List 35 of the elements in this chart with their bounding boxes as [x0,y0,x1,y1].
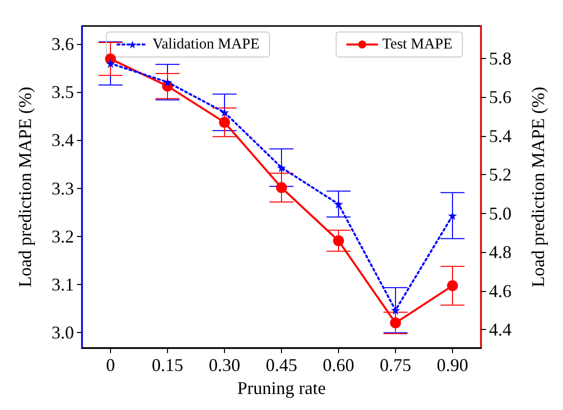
y-tick-label: 3.2 [52,226,74,246]
y-tick-label: 3.3 [52,178,74,198]
point [333,235,344,246]
y-tick-label: 3.4 [52,130,74,150]
point [390,317,401,328]
point [447,280,458,292]
y2-tick-label: 4.6 [489,280,512,301]
y2-tick-label: 5.6 [489,87,512,108]
x-tick-label: 0 [106,355,115,376]
y2-tick-label: 5.2 [489,164,512,185]
y2-tick-label: 5.0 [489,203,512,224]
y2-tick-label: 5.4 [489,126,512,146]
y2-tick-label: 4.4 [489,320,512,340]
x-axis-title: Pruning rate [237,378,326,398]
y2-tick-label: 5.8 [489,48,512,68]
point [276,182,287,194]
point [219,116,230,128]
y2-tick-label: 4.8 [489,242,512,262]
y-tick-label: 3.0 [52,322,74,342]
y2-axis-title: Load prediction MAPE (%) [528,86,548,288]
y-tick-label: 3.6 [52,34,74,54]
point [163,78,172,87]
point [106,58,115,68]
x-tick-label: 0.15 [152,355,184,376]
legend-label: Validation MAPE [152,36,260,52]
x-tick-label: 0.30 [208,355,240,376]
legend-label: Test MAPE [382,36,452,52]
y-tick-label: 3.5 [52,82,74,102]
y-axis-title: Load prediction MAPE (%) [15,86,35,288]
x-tick-label: 0.90 [436,355,468,376]
x-tick-label: 0.45 [266,355,298,376]
point [220,108,229,117]
y-tick-label: 3.1 [52,274,74,294]
x-tick-label: 0.60 [322,355,354,376]
x-tick-label: 0.75 [380,355,412,376]
